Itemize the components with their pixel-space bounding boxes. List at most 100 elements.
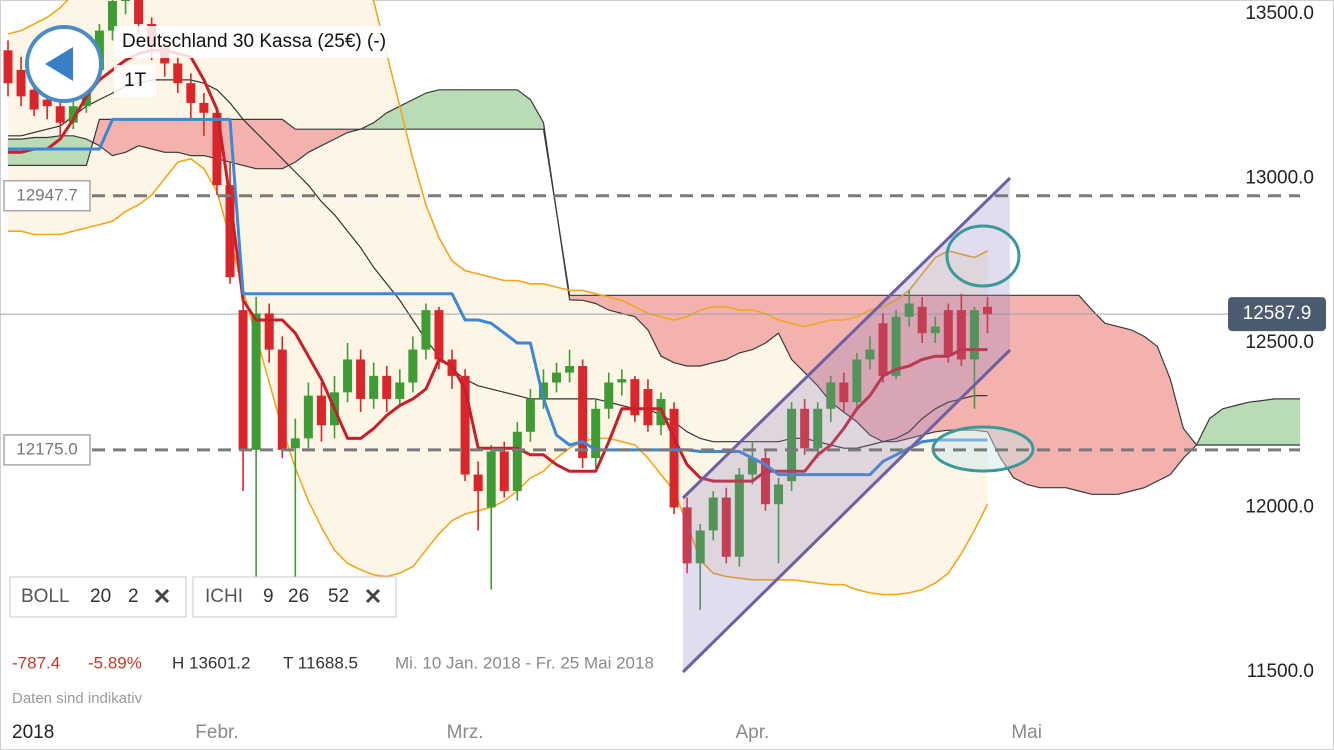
- cloud-segment: [138, 119, 152, 150]
- trend-channel-lower: [681, 348, 1012, 674]
- cloud-segment: [1130, 329, 1145, 492]
- cloud-segment: [699, 295, 714, 367]
- candle-body: [356, 359, 366, 399]
- candle-body: [774, 484, 784, 505]
- candle-body: [173, 63, 183, 84]
- interval-label: 1T: [124, 70, 147, 91]
- cloud-segment: [490, 89, 505, 130]
- x-tick-label: Febr.: [195, 722, 238, 743]
- candle-body: [29, 89, 39, 110]
- cloud-segment: [1261, 398, 1276, 446]
- candle-body: [121, 0, 131, 1]
- cloud-segment: [33, 137, 48, 166]
- remove-button[interactable]: [154, 588, 170, 604]
- candle-body: [369, 375, 379, 399]
- back-button[interactable]: [25, 25, 103, 103]
- candle-body: [604, 382, 614, 409]
- candle-body: [134, 0, 144, 25]
- candle-body: [826, 382, 836, 409]
- chip-box: [192, 576, 397, 618]
- candle-body: [421, 310, 431, 350]
- candle-body: [238, 310, 248, 450]
- cloud-segment: [164, 119, 179, 153]
- cloud-segment: [1235, 401, 1249, 446]
- cloud-segment: [725, 295, 740, 360]
- chip-param: 20: [90, 586, 111, 607]
- candle-body: [721, 497, 731, 557]
- x-tick-label: Mai: [1011, 722, 1042, 743]
- candle-body: [695, 530, 705, 564]
- candle-body: [225, 185, 235, 278]
- candle-body: [316, 395, 326, 426]
- cloud-segment: [425, 89, 440, 130]
- candle-body: [930, 326, 940, 334]
- cloud-segment: [1065, 295, 1080, 492]
- candle-body: [983, 306, 992, 315]
- bollinger-upper: [7, 0, 988, 328]
- cloud-segment: [464, 89, 479, 130]
- candle-body: [565, 366, 575, 373]
- title-backdrop: [114, 26, 438, 58]
- cloud-segment: [177, 119, 192, 156]
- back-arrow-icon[interactable]: [45, 47, 73, 81]
- current-price-tag: [1228, 297, 1326, 332]
- candle-body: [552, 372, 562, 383]
- cloud-segment: [438, 89, 453, 130]
- trend-channel-upper: [681, 176, 1012, 500]
- candle-body: [865, 349, 875, 360]
- candle-body: [434, 310, 444, 360]
- candle-body: [538, 382, 548, 399]
- chip-param: 52: [328, 586, 349, 607]
- high-value: H 13601.2: [172, 653, 250, 672]
- bollinger-middle: [8, 79, 988, 449]
- y-tick-label: 11500.0: [1247, 661, 1314, 682]
- candle-body: [395, 382, 405, 399]
- candle-body: [956, 310, 966, 360]
- candle-body: [460, 375, 470, 475]
- y-tick-label: 13000.0: [1245, 168, 1314, 189]
- cloud-segment: [1091, 309, 1106, 495]
- chip-name: ICHI: [205, 586, 243, 607]
- cloud-segment: [1104, 322, 1119, 495]
- chip-name: BOLL: [21, 586, 70, 607]
- cloud-segment: [1039, 295, 1054, 489]
- bollinger-lower: [8, 158, 989, 596]
- candle-body: [277, 349, 287, 450]
- candle-body: [839, 382, 849, 403]
- cloud-segment: [1274, 398, 1289, 446]
- y-tick-label: 13500.0: [1245, 3, 1314, 24]
- candle-body: [251, 313, 261, 450]
- candle-body: [525, 398, 535, 432]
- cloud-segment: [1222, 405, 1236, 446]
- cloud-segment: [477, 89, 492, 130]
- low-value: T 11688.5: [283, 653, 358, 672]
- kijun-sen: [8, 117, 988, 477]
- cloud-segment: [151, 119, 166, 153]
- price-level-box: [3, 180, 91, 212]
- x-tick-label: Mrz.: [447, 722, 484, 743]
- cloud-segment: [752, 295, 766, 351]
- candle-body: [813, 408, 823, 449]
- instrument-title: Deutschland 30 Kassa (25€) (-): [122, 31, 386, 52]
- current-price-label: 12587.9: [1243, 303, 1312, 324]
- candle-body: [878, 323, 888, 376]
- candle-body: [708, 497, 718, 531]
- remove-button[interactable]: [365, 588, 381, 604]
- candle-body: [408, 349, 418, 383]
- cloud-segment: [451, 89, 466, 130]
- cloud-segment: [1248, 400, 1263, 446]
- disclaimer: Daten sind indikativ: [12, 690, 143, 707]
- candle-body: [186, 83, 196, 103]
- cloud-segment: [739, 295, 753, 354]
- candle-body: [199, 102, 209, 113]
- cloud-segment: [660, 295, 675, 364]
- chip-param: 26: [288, 586, 309, 607]
- candle-body: [3, 50, 13, 84]
- price-level-label: 12175.0: [16, 439, 77, 458]
- candle-body: [473, 474, 483, 492]
- chip-box: [9, 576, 187, 618]
- year-label: 2018: [12, 722, 54, 743]
- candle-body: [630, 379, 640, 416]
- candle-body: [290, 438, 300, 449]
- candle-body: [891, 316, 901, 376]
